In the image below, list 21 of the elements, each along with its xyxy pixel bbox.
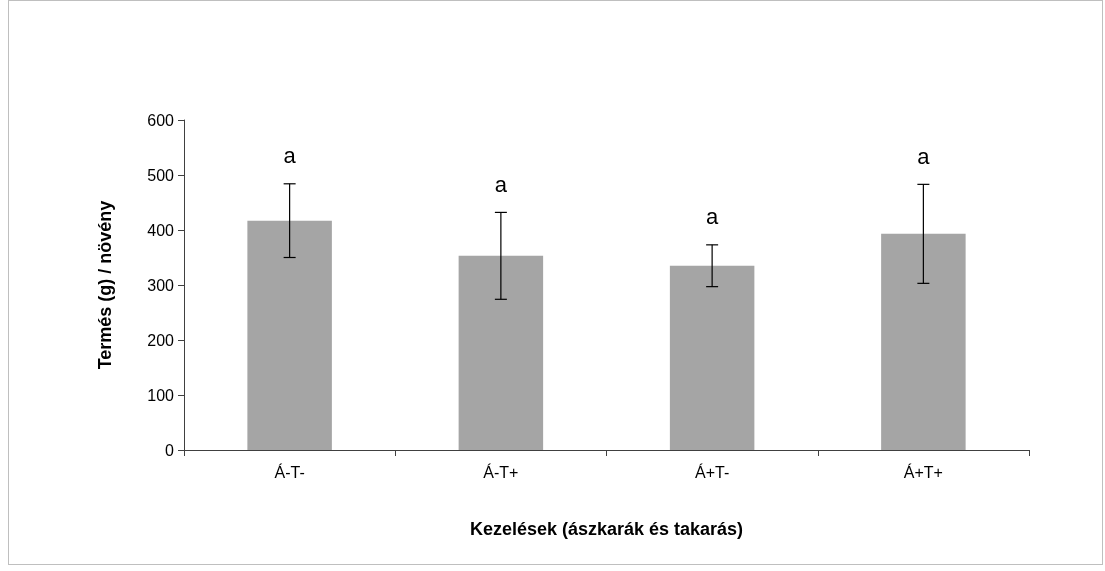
x-tick-label: Á-T+: [483, 462, 519, 481]
x-tick-label: Á+T+: [903, 462, 943, 481]
y-tick-label: 400: [147, 221, 175, 239]
y-tick-label: 300: [147, 276, 175, 294]
y-tick-label: 100: [147, 386, 175, 404]
y-tick-label: 200: [147, 331, 175, 349]
x-tick-label: Á+T-: [695, 462, 730, 481]
bar: [669, 265, 755, 450]
y-axis-title: Termés (g) / növény: [95, 200, 115, 370]
bar: [458, 255, 544, 450]
y-tick-label: 600: [147, 111, 175, 129]
annotation: a: [283, 143, 297, 169]
x-tick-label: Á-T-: [274, 462, 305, 481]
annotation: a: [494, 171, 508, 197]
x-axis-title: Kezelések (ászkarák és takarás): [469, 519, 744, 539]
bar: [247, 220, 332, 450]
y-tick-label: 0: [165, 441, 175, 459]
annotation: a: [917, 143, 931, 169]
annotation: a: [706, 204, 719, 230]
y-tick-label: 500: [147, 166, 175, 184]
bar: [881, 233, 966, 450]
